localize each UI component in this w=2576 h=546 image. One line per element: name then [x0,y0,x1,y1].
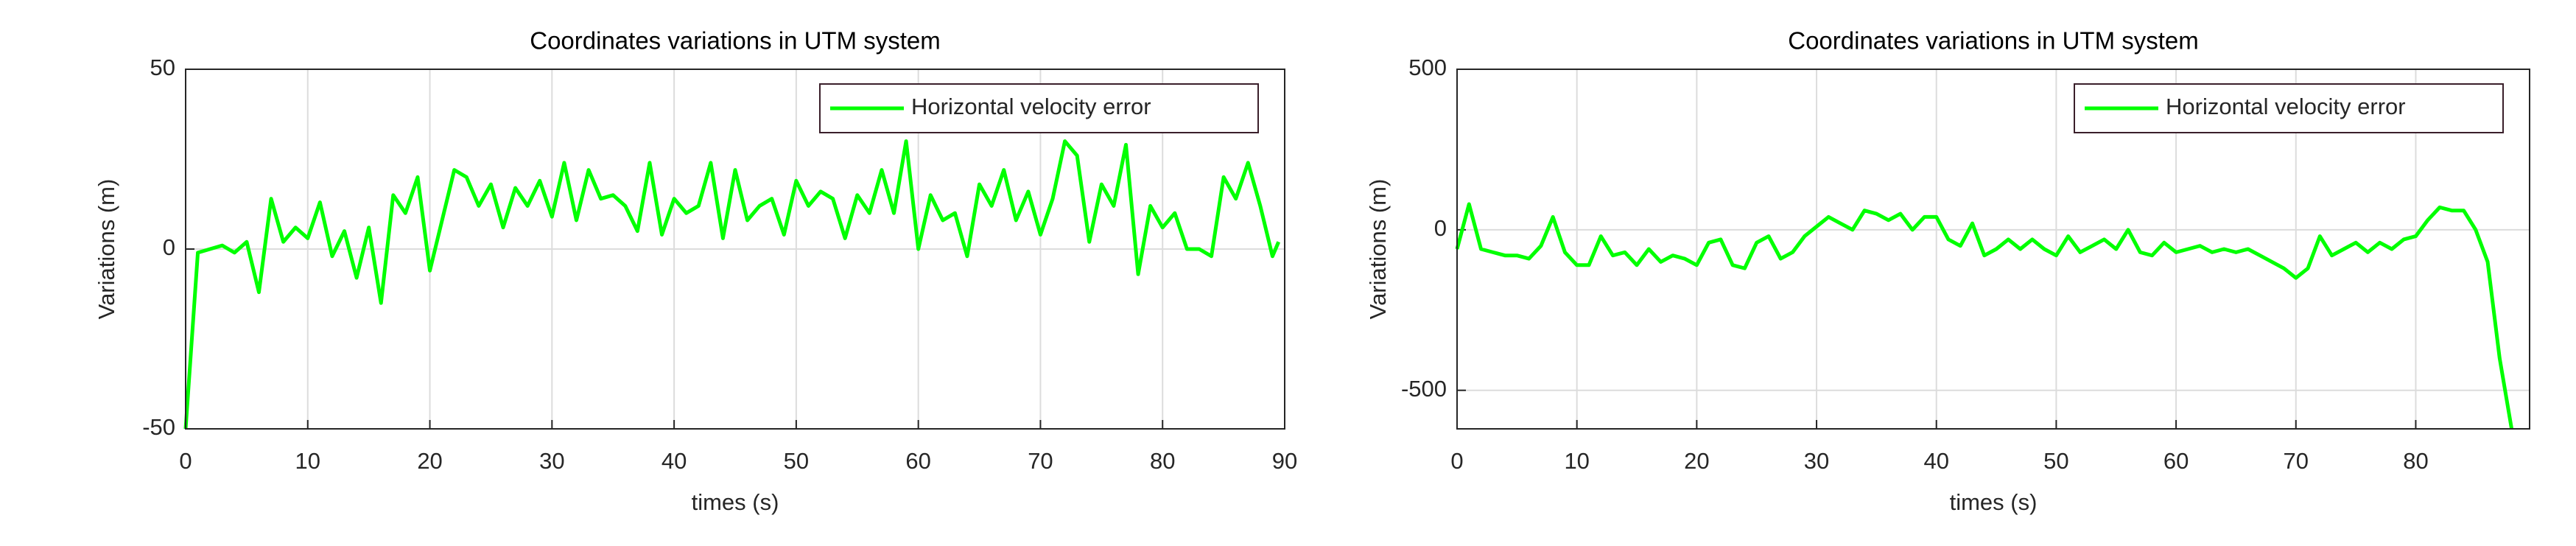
x-tick-label: 70 [2284,448,2309,474]
x-tick-label: 40 [1923,448,1948,474]
x-tick-label: 60 [2163,448,2189,474]
y-tick-label: 0 [1434,215,1447,241]
x-tick-label: 80 [1150,448,1175,474]
x-tick-label: 90 [1272,448,1297,474]
x-tick-label: 40 [661,448,687,474]
x-tick-label: 20 [417,448,442,474]
legend-label: Horizontal velocity error [911,94,1151,119]
x-tick-label: 70 [1028,448,1053,474]
x-tick-label: 10 [295,448,320,474]
y-tick-label: -500 [1401,376,1447,402]
x-tick-label: 60 [905,448,930,474]
axes-box [1456,69,2530,430]
data-line [183,139,1281,430]
y-tick-label: 0 [163,234,175,260]
data-line [1455,202,2514,430]
x-tick-label: 50 [784,448,809,474]
y-axis-label: Variations (m) [94,179,119,320]
y-tick-label: 50 [150,55,175,80]
x-tick-label: 0 [1450,448,1463,474]
x-axis-label: times (s) [1950,489,2038,515]
chart-title: Coordinates variations in UTM system [1788,27,2199,55]
x-tick-label: 30 [1804,448,1829,474]
y-axis-label: Variations (m) [1365,179,1391,320]
x-tick-label: 20 [1684,448,1709,474]
y-tick-label: -50 [142,414,175,440]
x-tick-label: 30 [539,448,564,474]
legend-label: Horizontal velocity error [2166,94,2406,119]
axes-box [185,69,1285,430]
x-axis-label: times (s) [692,489,779,515]
x-tick-label: 10 [1564,448,1589,474]
x-tick-label: 0 [179,448,192,474]
x-tick-label: 80 [2403,448,2428,474]
chart-title: Coordinates variations in UTM system [530,27,941,55]
y-tick-label: 500 [1408,55,1447,80]
x-tick-label: 50 [2043,448,2068,474]
